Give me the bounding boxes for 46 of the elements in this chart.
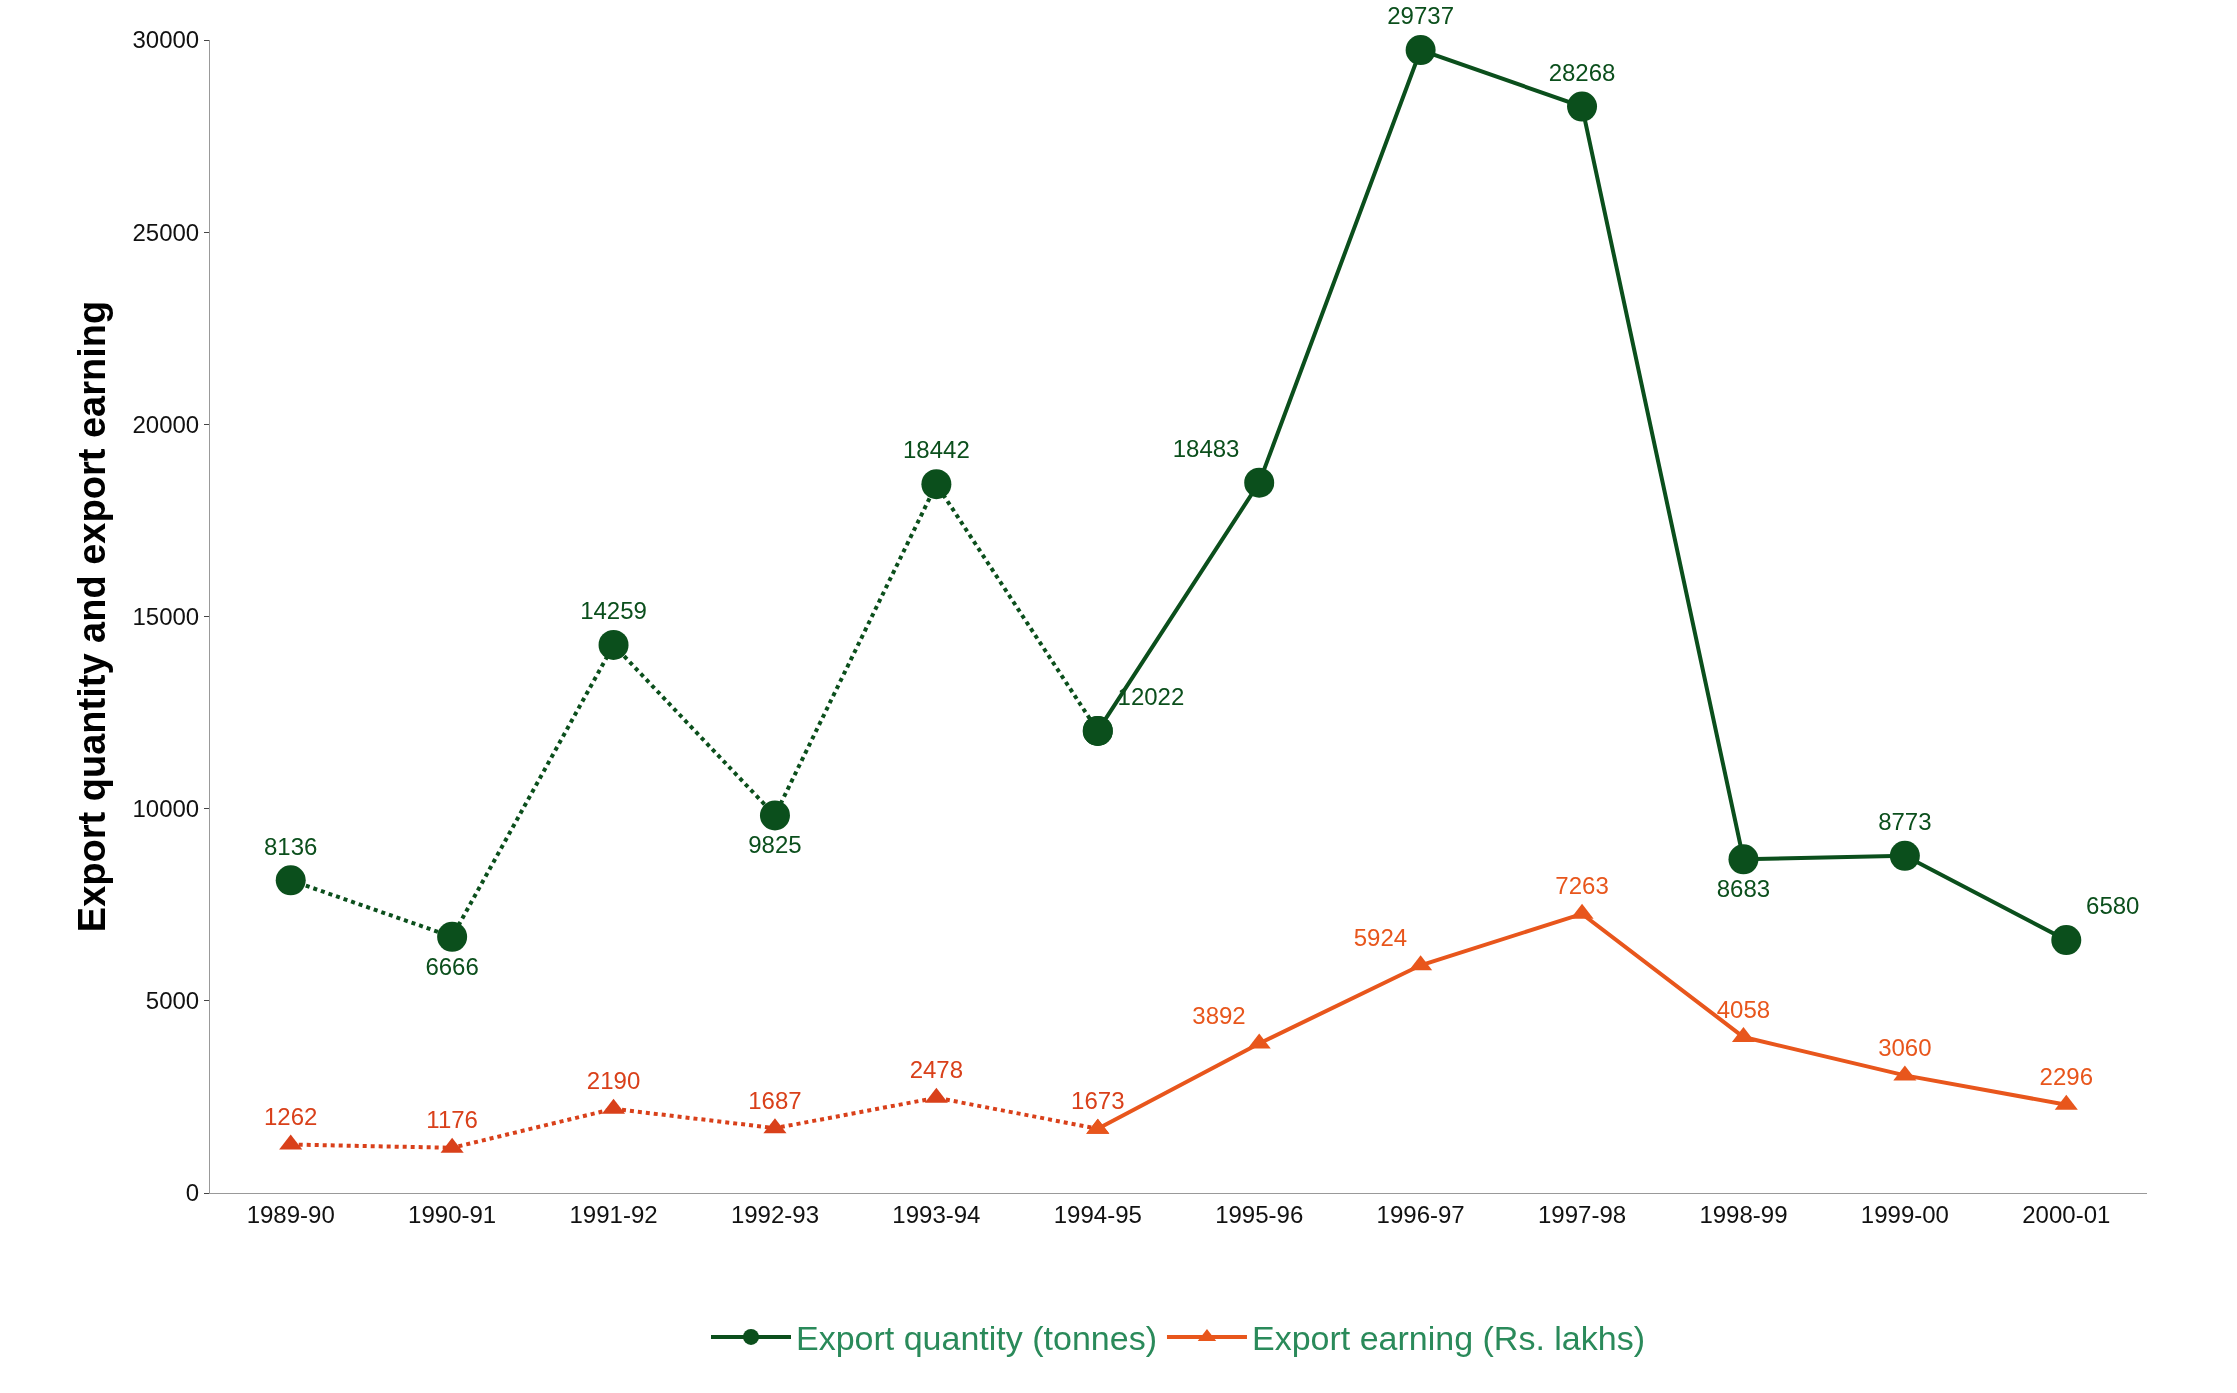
data-label: 28268 xyxy=(1548,58,1616,86)
x-tick-label: 1998-99 xyxy=(1699,1200,1788,1228)
data-label: 1176 xyxy=(426,1106,478,1134)
x-tick-label: 1999-00 xyxy=(1860,1200,1949,1228)
data-label: 2190 xyxy=(586,1067,641,1095)
y-tick-label: 5000 xyxy=(145,987,200,1015)
data-label: 2478 xyxy=(909,1056,964,1084)
x-tick-label: 2000-01 xyxy=(2022,1200,2111,1228)
data-label: 7263 xyxy=(1555,872,1609,900)
y-tick-label: 25000 xyxy=(132,218,200,246)
y-tick-label: 0 xyxy=(185,1179,200,1207)
data-label: 6580 xyxy=(2086,892,2140,920)
data-label: 14259 xyxy=(580,597,647,625)
x-tick-label: 1990-91 xyxy=(408,1200,497,1228)
data-label: 5924 xyxy=(1353,923,1408,951)
x-tick-label: 1993-94 xyxy=(892,1200,981,1228)
x-tick-label: 1996-97 xyxy=(1376,1200,1465,1228)
y-tick-label: 30000 xyxy=(132,26,200,54)
data-label: 12022 xyxy=(1117,683,1185,711)
legend-label: Export quantity (tonnes) xyxy=(796,1319,1157,1358)
legend-label: Export earning (Rs. lakhs) xyxy=(1251,1319,1646,1358)
data-label: 1687 xyxy=(748,1086,802,1114)
data-label: 8683 xyxy=(1716,875,1771,903)
x-tick-label: 1991-92 xyxy=(569,1200,658,1228)
x-tick-label: 1992-93 xyxy=(730,1200,819,1228)
x-tick-label: 1994-95 xyxy=(1053,1200,1142,1228)
data-label: 29737 xyxy=(1387,2,1454,30)
data-label: 1262 xyxy=(264,1103,318,1130)
data-label: 18483 xyxy=(1172,434,1240,462)
x-tick-label: 1995-96 xyxy=(1215,1200,1304,1228)
data-label: 9825 xyxy=(748,831,802,859)
y-tick-label: 10000 xyxy=(132,795,200,823)
x-tick-label: 1989-90 xyxy=(246,1200,335,1228)
y-axis-title: Export quantity and export earning xyxy=(70,300,113,933)
data-label: 1673 xyxy=(1071,1087,1125,1115)
data-label: 4058 xyxy=(1716,995,1771,1023)
data-label: 8136 xyxy=(264,832,318,860)
data-label: 3892 xyxy=(1192,1001,1246,1029)
data-label: 2296 xyxy=(2039,1063,2093,1091)
y-tick-label: 15000 xyxy=(132,602,200,630)
x-tick-label: 1997-98 xyxy=(1538,1200,1627,1228)
data-label: 6666 xyxy=(425,952,479,980)
data-label: 8773 xyxy=(1878,808,1932,836)
y-tick-label: 20000 xyxy=(132,410,200,438)
data-label: 3060 xyxy=(1878,1033,1932,1061)
data-label: 18442 xyxy=(903,436,970,464)
